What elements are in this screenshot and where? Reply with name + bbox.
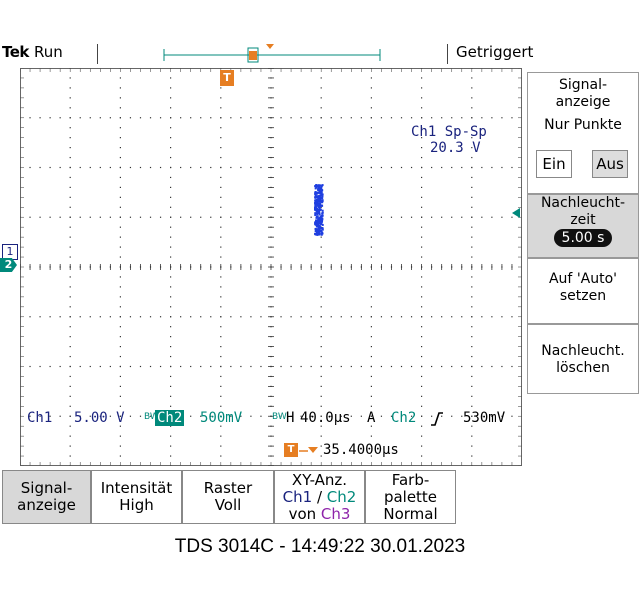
color-palette-button[interactable]: Farb- palette Normal [365, 470, 456, 524]
divider [97, 44, 98, 64]
xy-ch3: Ch3 [320, 504, 351, 523]
display-menu-line1: Signal- [20, 479, 73, 497]
record-view-indicator [163, 44, 381, 63]
palette-label-line1: Farb- [391, 470, 430, 489]
set-to-auto-line2: setzen [559, 288, 607, 304]
ch2-scale: 500mV [200, 410, 243, 426]
measurement-value: 20.3 V [430, 140, 481, 156]
xy-separator: / [312, 487, 327, 506]
palette-value: Normal [383, 504, 438, 523]
dots-on-button[interactable]: Ein [536, 150, 572, 178]
trigger-position-icon: T [220, 70, 234, 86]
footer-caption: TDS 3014C - 14:49:22 30.01.2023 [174, 536, 466, 557]
brand-logo: Tek [2, 43, 29, 61]
graticule-label: Raster [203, 479, 253, 497]
graticule-button[interactable]: Raster Voll [182, 470, 274, 524]
ch1-trace [314, 184, 324, 236]
intensity-value: High [119, 496, 154, 514]
trigger-status: Getriggert [456, 43, 534, 61]
trigger-level-icon [512, 208, 520, 218]
side-menu-title: Signal- anzeige [528, 77, 638, 111]
trigger-source: Ch2 [391, 410, 417, 426]
divider [447, 44, 448, 64]
trigger-mode: A [367, 410, 376, 426]
set-to-auto-button[interactable]: Auf 'Auto' setzen [527, 258, 639, 324]
measurement-label: Ch1 Sp-Sp [411, 124, 487, 140]
xy-ch2: Ch2 [326, 487, 357, 506]
dots-off-button[interactable]: Aus [592, 150, 628, 178]
ch1-label: Ch1 [27, 410, 53, 426]
timebase-scale: 40.0µs [300, 410, 351, 426]
ch2-label: Ch2 [155, 410, 185, 426]
side-menu-title-line1: Signal- [558, 77, 608, 93]
intensity-button[interactable]: Intensität High [91, 470, 182, 524]
graticule [20, 68, 522, 466]
trigger-level: 530mV [463, 410, 506, 426]
xy-ch1: Ch1 [282, 487, 313, 506]
trigger-offset: 35.4000µs [323, 442, 399, 458]
intensity-label: Intensität [100, 479, 173, 497]
waveform-display [20, 68, 522, 466]
palette-label-line2: palette [383, 487, 438, 506]
graticule-value: Voll [214, 496, 242, 514]
xy-channels: Ch1 / Ch2 [275, 487, 364, 506]
persistence-label-line1: Nachleucht- [540, 195, 626, 211]
persistence-time-button[interactable]: Nachleucht- zeit 5.00 s [527, 194, 639, 258]
rising-edge-icon [431, 412, 443, 426]
xy-display-label: XY-Anz. [291, 470, 348, 489]
side-menu-title-line2: anzeige [555, 94, 611, 110]
side-menu-display-mode: Signal- anzeige Nur Punkte Ein Aus [527, 72, 639, 194]
persistence-value: 5.00 s [553, 229, 613, 247]
xy-display-button[interactable]: XY-Anz. Ch1 / Ch2 von Ch3 [274, 470, 365, 524]
set-to-auto-line1: Auf 'Auto' [548, 271, 618, 287]
ch2-ground-marker: 2 [0, 258, 17, 272]
clear-persistence-button[interactable]: Nachleucht. löschen [527, 324, 639, 394]
bandwidth-icon: BW [272, 412, 287, 422]
display-menu-button[interactable]: Signal- anzeige [2, 470, 91, 524]
clear-persistence-line1: Nachleucht. [541, 343, 625, 359]
ch1-ground-marker: 1 [2, 244, 18, 260]
acquisition-state: Run [34, 43, 63, 61]
display-menu-line2: anzeige [17, 496, 76, 514]
xy-from-label: von [288, 504, 321, 523]
ch1-scale: 5.00 V [74, 410, 125, 426]
xy-source: von Ch3 [275, 504, 364, 523]
clear-persistence-line2: löschen [556, 360, 610, 376]
arrow-right-icon [299, 447, 318, 453]
timebase-label: H [286, 410, 295, 426]
persistence-label-line2: zeit [570, 212, 596, 228]
trigger-position-icon: T [284, 443, 298, 457]
dots-only-label: Nur Punkte [544, 117, 622, 133]
bandwidth-icon: BW [144, 412, 159, 422]
